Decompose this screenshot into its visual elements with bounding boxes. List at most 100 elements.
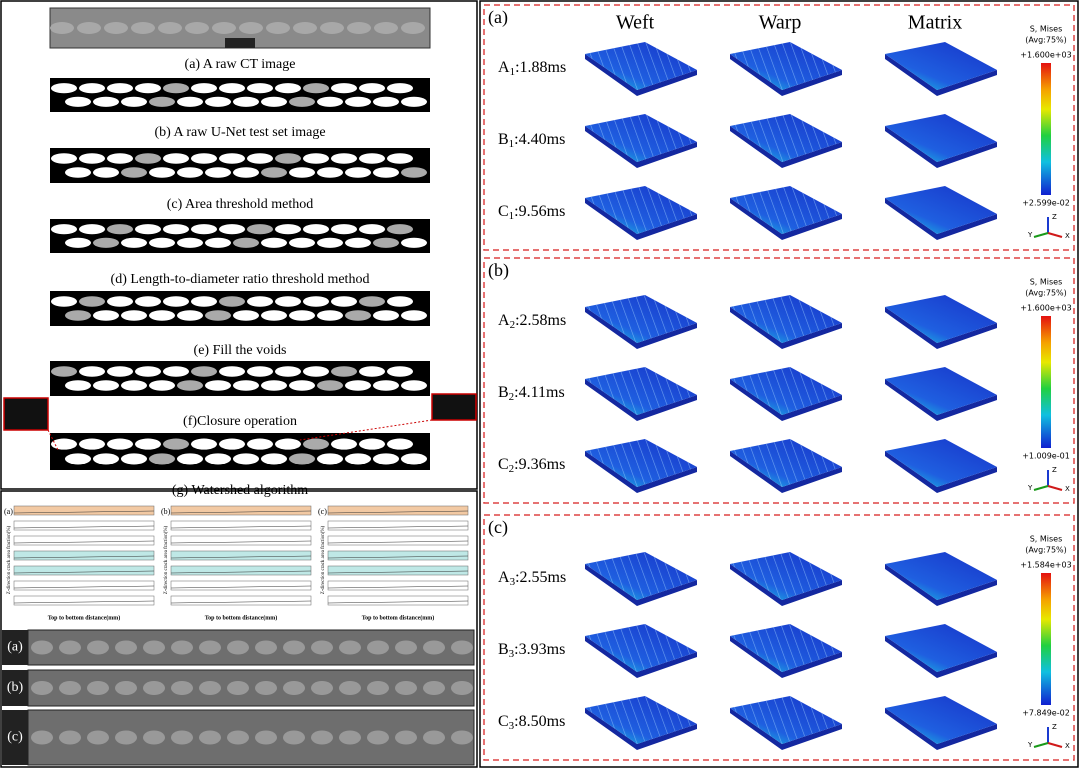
text-part: :4.40ms: [514, 131, 565, 148]
triad-x: [1047, 485, 1063, 491]
fiber-bundle: [373, 96, 399, 107]
ct-texture: [283, 681, 305, 695]
fiber-bundle: [107, 83, 133, 94]
caption: (c) Area threshold method: [167, 197, 314, 212]
fiber-bundle: [191, 296, 217, 307]
triad-x: [1047, 742, 1063, 748]
fiber-bundle: [331, 224, 357, 235]
ct-texture: [311, 640, 333, 655]
legend-title: S, Mises: [1030, 535, 1063, 544]
ct-texture: [367, 730, 389, 745]
fiber-bundle: [345, 237, 371, 248]
text-part: A: [498, 312, 510, 329]
row-label: B3:3.93ms: [498, 641, 565, 660]
text-part: A: [498, 59, 510, 76]
ct-texture: [115, 730, 137, 745]
fiber-bundle: [359, 366, 385, 377]
fiber-bundle: [93, 453, 119, 465]
triad-y: [1033, 232, 1049, 238]
ct-texture: [59, 640, 81, 655]
subplot: [13, 520, 155, 531]
fiber-bundle: [65, 167, 91, 178]
plate: [885, 439, 997, 487]
text-part: B: [498, 641, 509, 658]
triad-y: [1033, 742, 1049, 748]
x-axis-label: Top to bottom distance(mm): [362, 614, 435, 621]
fiber-bundle: [345, 310, 371, 321]
fiber-bundle: [387, 83, 413, 94]
fiber-bundle: [191, 224, 217, 235]
fiber-bundle: [247, 153, 273, 164]
plate-texture: [585, 552, 697, 600]
plate-texture: [585, 42, 697, 90]
fiber-bundle: [233, 380, 259, 391]
fiber-bundle: [359, 224, 385, 235]
panel-label: (a): [488, 7, 508, 28]
fiber-bundle: [65, 96, 91, 107]
subplot: [327, 535, 469, 546]
plate: [885, 696, 997, 744]
fiber-bundle: [387, 366, 413, 377]
seg-strip: [50, 148, 430, 183]
fiber-bundle: [275, 153, 301, 164]
subplot-curve: [170, 510, 312, 514]
ct-texture: [227, 730, 249, 745]
fiber-bundle: [289, 310, 315, 321]
subplot: [327, 580, 469, 591]
fiber-bundle: [149, 167, 175, 178]
plate: [885, 367, 997, 415]
ct-texture: [199, 640, 221, 655]
text-part: A: [498, 569, 510, 586]
text-part: 2: [510, 319, 516, 331]
fiber-bundle: [219, 83, 245, 94]
subplot-curve: [13, 540, 155, 544]
fiber-bundle: [261, 237, 287, 248]
subplot: [327, 550, 469, 561]
fiber-bundle: [331, 438, 357, 450]
fiber-bundle: [205, 167, 231, 178]
fiber-bundle: [303, 438, 329, 450]
ct-texture: [395, 640, 417, 655]
ct-texture: [423, 640, 445, 655]
fiber-bundle: [303, 224, 329, 235]
ct-texture: [143, 681, 165, 695]
subplot-curve: [13, 600, 155, 604]
fiber-bundle: [275, 83, 301, 94]
chart-label: (a): [4, 507, 13, 516]
fiber-bundle: [373, 310, 399, 321]
text-part: C: [498, 456, 509, 473]
ct-texture: [227, 640, 249, 655]
subplot-curve: [327, 585, 469, 589]
ct-texture: [367, 681, 389, 695]
text-part: :9.56ms: [514, 203, 565, 220]
ct-texture: [266, 22, 290, 34]
legend-title: S, Mises: [1030, 278, 1063, 287]
fiber-bundle: [289, 380, 315, 391]
subplot: [170, 550, 312, 561]
fiber-bundle: [303, 83, 329, 94]
fiber-bundle: [275, 366, 301, 377]
ct-texture: [171, 640, 193, 655]
fiber-bundle: [359, 153, 385, 164]
subplot-curve: [170, 600, 312, 604]
fiber-bundle: [65, 453, 91, 465]
row-label: B2:4.11ms: [498, 384, 565, 403]
ct-texture: [293, 22, 317, 34]
seg-strip: [50, 433, 430, 470]
fiber-bundle: [373, 453, 399, 465]
plate-texture: [730, 696, 842, 744]
ct-texture: [320, 22, 344, 34]
fiber-bundle: [191, 153, 217, 164]
fiber-bundle: [331, 296, 357, 307]
ct-texture: [311, 681, 333, 695]
legend-max: +1.600e+03: [1020, 304, 1071, 313]
fiber-bundle: [107, 438, 133, 450]
ct-texture: [115, 640, 137, 655]
fiber-bundle: [401, 310, 427, 321]
fiber-bundle: [331, 83, 357, 94]
ct-label-bg: [2, 670, 28, 706]
chart-label: (b): [161, 507, 171, 516]
row-label: B1:4.40ms: [498, 131, 565, 150]
ct-texture: [451, 640, 473, 655]
